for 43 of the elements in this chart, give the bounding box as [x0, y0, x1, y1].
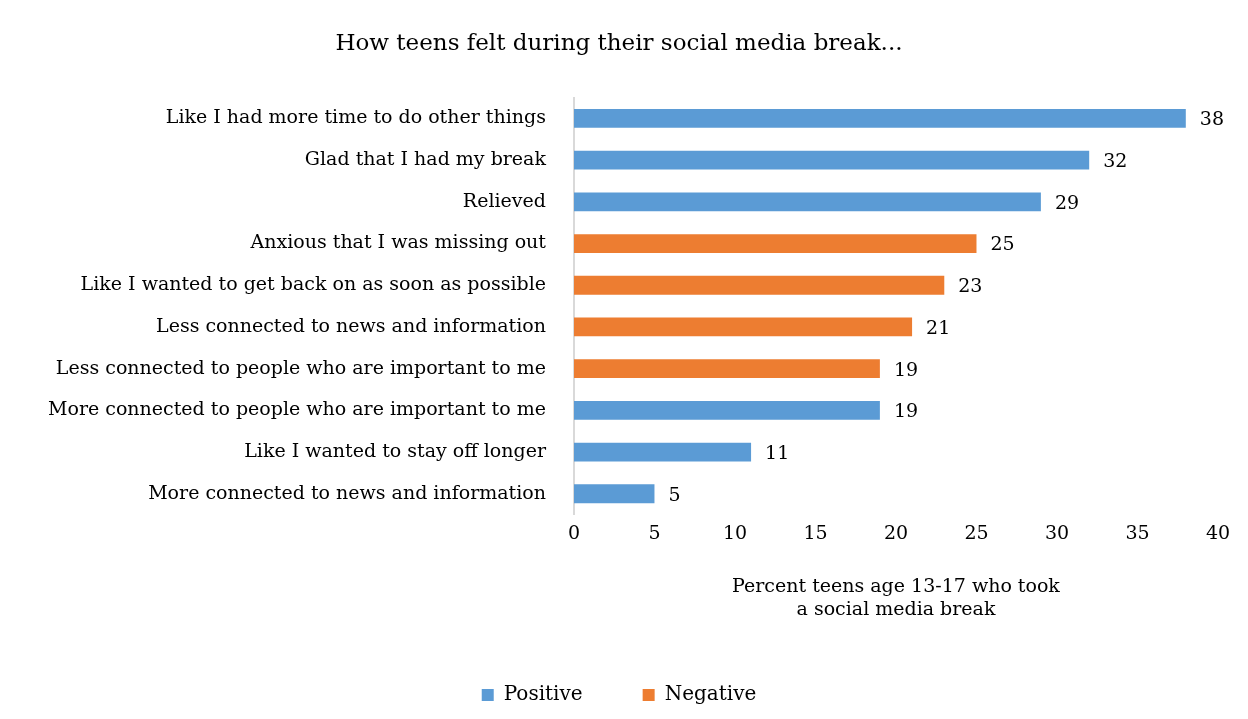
data-label: 29 — [1054, 190, 1080, 213]
legend-label: Positive — [503, 681, 583, 706]
data-label: 25 — [990, 232, 1015, 255]
x-tick-label: 20 — [883, 520, 909, 543]
x-tick-label: 0 — [567, 520, 581, 543]
y-tick-label: Like I wanted to stay off longer — [244, 438, 547, 461]
data-label: 38 — [1199, 107, 1224, 130]
x-tick-label: 15 — [803, 520, 828, 543]
data-label: 19 — [893, 399, 919, 422]
data-label: 21 — [926, 315, 951, 338]
bar — [573, 400, 880, 420]
data-label: 11 — [765, 440, 790, 463]
x-axis-title: Percent teens age 13-17 who took a social media break — [732, 573, 1061, 619]
y-tick-label: More connected to people who are important to me — [47, 397, 546, 420]
data-label: 32 — [1103, 149, 1128, 172]
bar — [573, 109, 1186, 128]
data-label: 23 — [958, 274, 983, 297]
chart-title: How teens felt during their social media break... — [335, 28, 903, 55]
y-tick-label: Like I had more time to do other things — [165, 105, 546, 128]
y-tick-label: Relieved — [462, 188, 546, 211]
bar — [573, 442, 752, 462]
y-tick-label: Less connected to news and information — [156, 313, 546, 336]
x-tick-label: 5 — [648, 520, 661, 543]
y-tick-label: Like I wanted to get back on as soon as possible — [80, 272, 546, 295]
bar — [573, 359, 880, 379]
bar — [573, 150, 1090, 170]
legend-label: Negative — [664, 681, 757, 706]
bar — [573, 317, 913, 337]
x-tick-label: 40 — [1205, 520, 1231, 543]
data-label: 5 — [668, 482, 681, 505]
x-tick-label: 35 — [1125, 520, 1150, 543]
data-label: 19 — [893, 357, 919, 380]
x-tick-label: 10 — [722, 520, 748, 543]
y-tick-label: Less connected to people who are important to me — [55, 355, 546, 378]
y-tick-label: Glad that I had my break — [304, 147, 547, 170]
bar — [573, 234, 977, 253]
bar — [573, 275, 945, 295]
y-tick-label: Anxious that I was missing out — [249, 230, 547, 253]
y-tick-label: More connected to news and information — [148, 480, 546, 503]
bar — [573, 192, 1041, 212]
x-tick-label: 30 — [1044, 520, 1070, 543]
bar — [573, 484, 655, 504]
x-tick-label: 25 — [964, 520, 989, 543]
